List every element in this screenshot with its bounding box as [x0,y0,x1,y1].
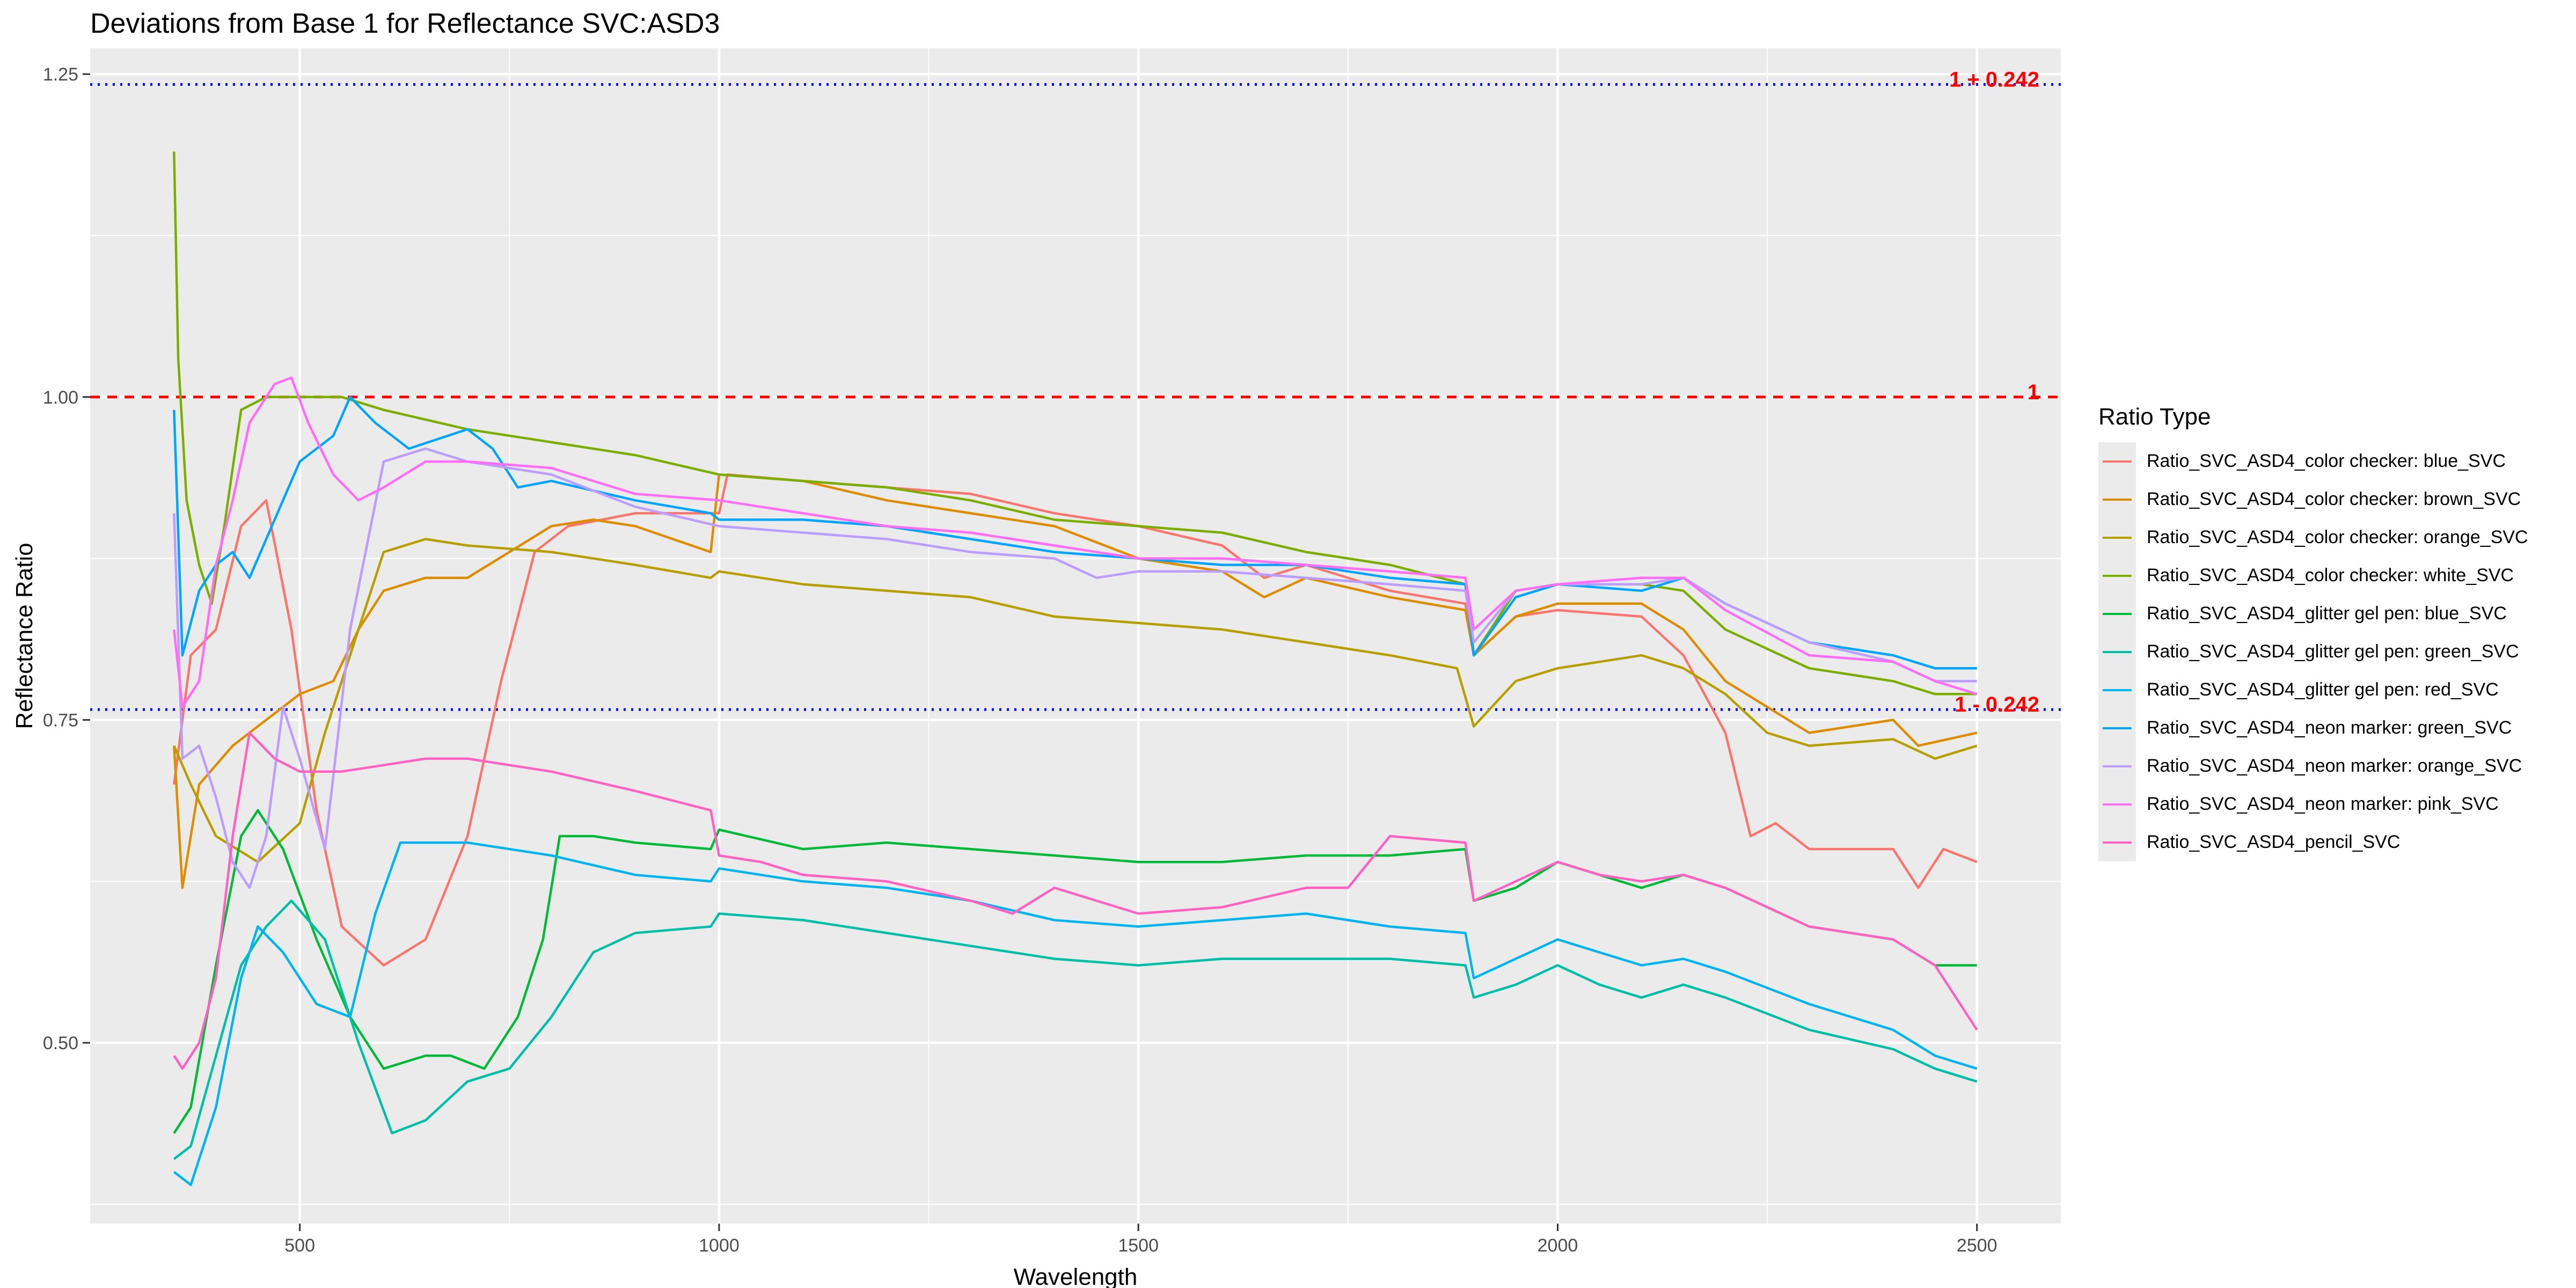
y-tick-label: 1.25 [43,64,78,85]
reference-label: 1 [2028,380,2039,404]
reference-label: 1 + 0.242 [1949,68,2039,91]
legend-item: Ratio_SVC_ASD4_pencil_SVC [2098,823,2528,861]
x-tick-label: 1000 [699,1235,740,1256]
series-line-8 [173,396,1977,670]
legend-swatch [2103,460,2132,463]
legend-label: Ratio_SVC_ASD4_color checker: white_SVC [2147,565,2514,586]
x-axis-title: Wavelength [1014,1264,1138,1288]
legend-key [2098,518,2136,557]
legend-label: Ratio_SVC_ASD4_color checker: blue_SVC [2147,451,2506,471]
legend-label: Ratio_SVC_ASD4_glitter gel pen: red_SVC [2147,679,2499,700]
x-tick-label: 2500 [1957,1235,1997,1256]
legend-key [2098,557,2136,595]
y-tick-label: 1.00 [43,387,78,408]
chart-title: Deviations from Base 1 for Reflectance S… [90,8,720,39]
legend-swatch [2103,765,2132,767]
legend-swatch [2103,499,2132,501]
legend-item: Ratio_SVC_ASD4_neon marker: orange_SVC [2098,747,2528,785]
series-line-4 [173,151,1977,696]
x-tick-label: 2000 [1538,1235,1578,1256]
legend-key [2098,709,2136,747]
legend-key [2098,442,2136,480]
legend-label: Ratio_SVC_ASD4_glitter gel pen: blue_SVC [2147,603,2507,624]
legend-swatch [2103,651,2132,653]
series-line-11 [173,731,1978,1070]
series-line-1 [173,473,1978,967]
legend-items: Ratio_SVC_ASD4_color checker: blue_SVC Ra… [2098,442,2528,861]
legend-swatch [2103,537,2132,539]
legend-item: Ratio_SVC_ASD4_color checker: blue_SVC [2098,442,2528,480]
legend-label: Ratio_SVC_ASD4_neon marker: orange_SVC [2147,756,2522,776]
series-line-10 [173,376,1978,708]
legend-label: Ratio_SVC_ASD4_color checker: orange_SVC [2147,527,2528,547]
y-tick-label: 0.75 [43,710,78,730]
series-line-5 [173,809,1977,1134]
series-line-9 [173,447,1977,889]
legend: Ratio Type Ratio_SVC_ASD4_color checker:… [2098,404,2528,861]
legend-swatch [2103,613,2132,615]
legend-key [2098,671,2136,709]
legend-label: Ratio_SVC_ASD4_pencil_SVC [2147,832,2401,852]
legend-label: Ratio_SVC_ASD4_color checker: brown_SVC [2147,489,2521,509]
legend-swatch [2103,575,2132,577]
legend-item: Ratio_SVC_ASD4_glitter gel pen: blue_SVC [2098,595,2528,633]
legend-item: Ratio_SVC_ASD4_color checker: brown_SVC [2098,480,2528,518]
legend-item: Ratio_SVC_ASD4_neon marker: green_SVC [2098,709,2528,747]
legend-swatch [2103,841,2132,844]
legend-swatch [2103,689,2132,691]
plot-panel [90,48,2061,1224]
x-tick-label: 1500 [1118,1235,1159,1256]
legend-item: Ratio_SVC_ASD4_neon marker: pink_SVC [2098,785,2528,823]
legend-key [2098,785,2136,823]
legend-item: Ratio_SVC_ASD4_color checker: orange_SVC [2098,518,2528,557]
legend-key [2098,595,2136,633]
y-tick-label: 0.50 [43,1033,78,1053]
legend-key [2098,633,2136,671]
legend-swatch [2103,727,2132,729]
series-line-3 [173,538,1978,863]
legend-label: Ratio_SVC_ASD4_glitter gel pen: green_SV… [2147,641,2519,662]
series-line-2 [173,473,1978,889]
x-axis: 500 1000 1500 2000 2500 [284,1224,1997,1256]
reference-labels: 1 + 0.242 1 1 - 0.242 [1949,68,2039,716]
series-line-6 [173,899,1978,1160]
reference-label: 1 - 0.242 [1955,693,2039,716]
reference-lines [90,83,2061,711]
legend-label: Ratio_SVC_ASD4_neon marker: pink_SVC [2147,794,2499,814]
legend-item: Ratio_SVC_ASD4_glitter gel pen: red_SVC [2098,671,2528,709]
legend-key [2098,747,2136,785]
legend-item: Ratio_SVC_ASD4_glitter gel pen: green_SV… [2098,633,2528,671]
legend-swatch [2103,803,2132,806]
legend-key [2098,480,2136,518]
legend-label: Ratio_SVC_ASD4_neon marker: green_SVC [2147,718,2512,738]
series-lines [173,151,1978,1187]
y-axis: 0.50 0.75 1.00 1.25 [43,64,90,1053]
legend-title: Ratio Type [2098,404,2211,430]
grid-minor [90,48,2061,1224]
x-tick-label: 500 [284,1235,315,1256]
legend-key [2098,823,2136,861]
y-axis-title: Reflectance Ratio [11,543,38,729]
legend-item: Ratio_SVC_ASD4_color checker: white_SVC [2098,557,2528,595]
